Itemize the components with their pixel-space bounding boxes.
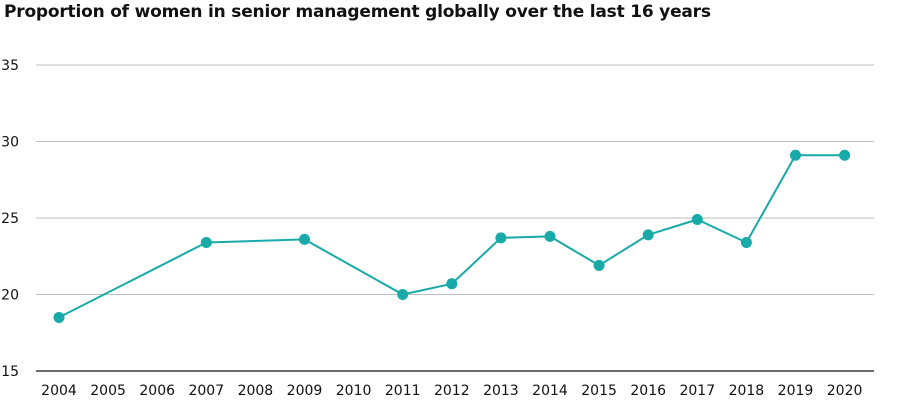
- data-point: [446, 278, 458, 290]
- x-tick-label: 2014: [532, 383, 568, 399]
- series-line-path: [58, 154, 845, 319]
- x-tick-label: 2008: [238, 383, 274, 399]
- data-point: [642, 229, 654, 241]
- y-tick-label: 25: [1, 211, 19, 227]
- data-point: [200, 236, 212, 248]
- data-point: [53, 311, 65, 323]
- grid-lines: [36, 64, 874, 372]
- x-axis-labels: 2004 2005 2006 2007 2008 2009 2010 2011 2012 2013…: [41, 383, 862, 399]
- data-point: [593, 259, 605, 271]
- series-points: [53, 149, 851, 323]
- data-point: [790, 149, 801, 161]
- x-tick-label: 2004: [41, 383, 77, 399]
- data-point: [740, 236, 752, 248]
- data-point: [495, 232, 507, 244]
- x-tick-label: 2006: [139, 383, 175, 399]
- x-tick-label: 2019: [778, 383, 814, 399]
- data-point: [299, 233, 310, 245]
- x-tick-label: 2017: [679, 383, 715, 399]
- series-line: [58, 154, 845, 319]
- y-tick-label: 30: [1, 135, 19, 151]
- x-tick-label: 2015: [581, 383, 617, 399]
- chart-title: Proportion of women in senior management…: [4, 2, 711, 22]
- x-tick-label: 2011: [385, 383, 421, 399]
- y-tick-label: 20: [1, 288, 19, 304]
- data-point: [544, 230, 556, 242]
- x-tick-label: 2012: [434, 383, 470, 399]
- data-point: [691, 214, 703, 226]
- x-tick-label: 2016: [630, 383, 666, 399]
- x-tick-label: 2020: [827, 383, 863, 399]
- data-point: [397, 289, 409, 300]
- data-point: [839, 149, 851, 161]
- x-tick-label: 2010: [336, 383, 372, 399]
- x-tick-label: 2005: [90, 383, 126, 399]
- x-tick-label: 2007: [188, 383, 224, 399]
- y-axis-labels: 15 20 25 30 35: [1, 58, 19, 380]
- x-tick-label: 2018: [729, 383, 765, 399]
- y-tick-label: 15: [1, 364, 19, 380]
- x-tick-label: 2013: [483, 383, 519, 399]
- x-tick-label: 2009: [287, 383, 323, 399]
- y-tick-label: 35: [1, 58, 19, 74]
